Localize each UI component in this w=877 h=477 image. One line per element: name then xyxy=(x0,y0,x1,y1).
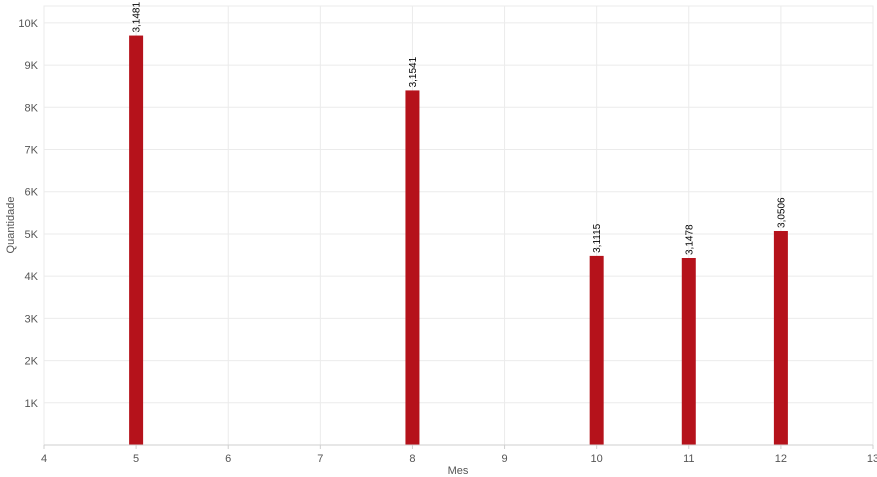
y-tick-label: 1K xyxy=(25,398,39,410)
plot-frame xyxy=(43,5,874,446)
y-tick-label: 7K xyxy=(25,145,39,157)
data-label: 3,1481 xyxy=(132,2,143,33)
data-label: 3,1478 xyxy=(684,224,695,255)
axes: 1K 2K 3K 4K 5K 6K 7K 8K 9K 10K 4 5 6 7 8 9 10 11 12 13 xyxy=(18,18,877,465)
y-tick-label: 2K xyxy=(25,356,39,368)
data-labels: 3,1481 3,1541 3,1115 3,1478 3,0506 xyxy=(132,2,788,255)
data-label: 3,1115 xyxy=(592,223,603,253)
bar xyxy=(129,35,144,446)
bar xyxy=(681,258,696,445)
y-tick-label: 8K xyxy=(25,102,39,114)
y-tick-label: 5K xyxy=(25,229,39,241)
data-label: 3,0506 xyxy=(776,197,787,228)
x-tick-label: 7 xyxy=(317,453,323,465)
x-tick-label: 13 xyxy=(867,453,877,465)
y-tick-label: 6K xyxy=(25,187,39,199)
x-tick-label: 6 xyxy=(225,453,231,465)
x-tick-label: 12 xyxy=(775,453,787,465)
x-tick-label: 9 xyxy=(501,453,507,465)
y-tick-label: 4K xyxy=(25,271,39,283)
y-tick-label: 9K xyxy=(25,60,39,72)
y-axis-title: Quantidade xyxy=(5,197,17,254)
x-tick-label: 8 xyxy=(409,453,415,465)
x-tick-label: 10 xyxy=(591,453,603,465)
data-label: 3,1541 xyxy=(408,56,419,87)
bar xyxy=(405,90,420,445)
y-tick-label: 10K xyxy=(18,18,38,30)
x-tick-label: 5 xyxy=(133,453,139,465)
gridlines xyxy=(43,5,874,446)
x-tick-label: 4 xyxy=(41,453,47,465)
x-axis-title: Mes xyxy=(448,465,469,477)
bar xyxy=(773,230,788,445)
bar xyxy=(589,255,604,445)
x-tick-label: 11 xyxy=(683,453,694,465)
bars xyxy=(129,35,788,446)
y-tick-label: 3K xyxy=(25,313,39,325)
